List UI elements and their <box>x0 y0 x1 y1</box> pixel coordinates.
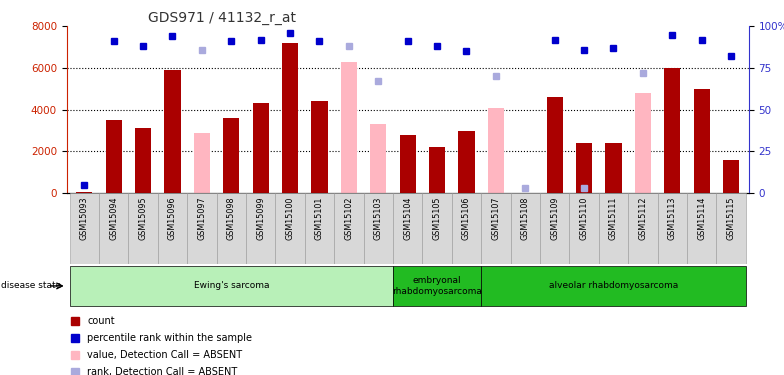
Bar <box>664 68 681 193</box>
Bar <box>576 143 592 193</box>
Bar <box>370 124 387 193</box>
Text: GSM15110: GSM15110 <box>579 196 589 240</box>
Text: rank, Detection Call = ABSENT: rank, Detection Call = ABSENT <box>87 367 238 375</box>
Text: value, Detection Call = ABSENT: value, Detection Call = ABSENT <box>87 350 242 360</box>
Text: GSM15097: GSM15097 <box>198 196 206 240</box>
Text: GSM15114: GSM15114 <box>697 196 706 240</box>
Text: GSM15102: GSM15102 <box>344 196 354 240</box>
Bar <box>334 193 364 264</box>
Bar <box>628 193 658 264</box>
Bar <box>194 133 210 193</box>
Bar <box>135 129 151 193</box>
Bar <box>393 266 481 306</box>
Text: GSM15104: GSM15104 <box>403 196 412 240</box>
Text: GSM15099: GSM15099 <box>256 196 265 240</box>
Text: GSM15103: GSM15103 <box>374 196 383 240</box>
Bar <box>694 89 710 193</box>
Bar <box>341 62 357 193</box>
Text: embryonal
rhabdomyosarcoma: embryonal rhabdomyosarcoma <box>392 276 482 296</box>
Text: GSM15112: GSM15112 <box>638 196 648 240</box>
Bar <box>275 193 305 264</box>
Bar <box>717 193 746 264</box>
Text: GSM15094: GSM15094 <box>109 196 118 240</box>
Bar <box>106 120 122 193</box>
Bar <box>488 108 504 193</box>
Text: GSM15106: GSM15106 <box>462 196 471 240</box>
Bar <box>400 135 416 193</box>
Text: GSM15093: GSM15093 <box>80 196 89 240</box>
Bar <box>99 193 129 264</box>
Bar <box>459 130 474 193</box>
Text: GSM15108: GSM15108 <box>521 196 530 240</box>
Bar <box>223 118 239 193</box>
Bar <box>452 193 481 264</box>
Bar <box>481 266 746 306</box>
Text: alveolar rhabdomyosarcoma: alveolar rhabdomyosarcoma <box>549 281 678 290</box>
Bar <box>165 70 180 193</box>
Bar <box>129 193 158 264</box>
Bar <box>423 193 452 264</box>
Bar <box>70 193 99 264</box>
Bar <box>605 143 622 193</box>
Bar <box>70 266 393 306</box>
Bar <box>158 193 187 264</box>
Bar <box>252 104 269 193</box>
Bar <box>305 193 334 264</box>
Bar <box>658 193 687 264</box>
Bar <box>282 43 298 193</box>
Text: GSM15111: GSM15111 <box>609 196 618 240</box>
Text: count: count <box>87 316 114 326</box>
Text: GSM15096: GSM15096 <box>168 196 177 240</box>
Bar <box>187 193 216 264</box>
Bar <box>540 193 569 264</box>
Text: percentile rank within the sample: percentile rank within the sample <box>87 333 252 343</box>
Bar <box>311 101 328 193</box>
Text: GSM15113: GSM15113 <box>668 196 677 240</box>
Text: GDS971 / 41132_r_at: GDS971 / 41132_r_at <box>148 11 296 25</box>
Bar <box>481 193 510 264</box>
Text: GSM15105: GSM15105 <box>433 196 441 240</box>
Bar <box>393 193 423 264</box>
Bar <box>429 147 445 193</box>
Text: Ewing's sarcoma: Ewing's sarcoma <box>194 281 269 290</box>
Bar <box>723 160 739 193</box>
Bar <box>599 193 628 264</box>
Bar <box>364 193 393 264</box>
Text: disease state: disease state <box>1 281 61 290</box>
Bar <box>216 193 246 264</box>
Bar <box>546 97 563 193</box>
Text: GSM15109: GSM15109 <box>550 196 559 240</box>
Text: GSM15095: GSM15095 <box>139 196 147 240</box>
Bar <box>687 193 717 264</box>
Text: GSM15107: GSM15107 <box>492 196 500 240</box>
Text: GSM15115: GSM15115 <box>727 196 735 240</box>
Bar <box>76 192 93 193</box>
Bar <box>246 193 275 264</box>
Text: GSM15101: GSM15101 <box>315 196 324 240</box>
Bar <box>635 93 651 193</box>
Bar <box>510 193 540 264</box>
Text: GSM15100: GSM15100 <box>285 196 295 240</box>
Bar <box>569 193 599 264</box>
Text: GSM15098: GSM15098 <box>227 196 236 240</box>
